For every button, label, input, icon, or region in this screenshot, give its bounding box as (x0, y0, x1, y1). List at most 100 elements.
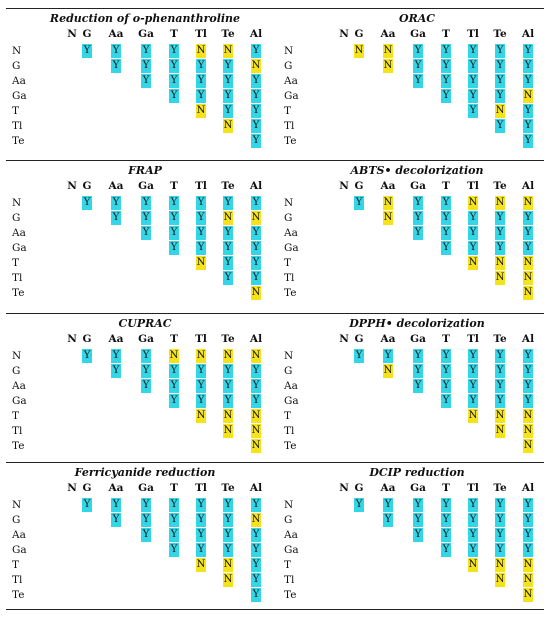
column-header: Te (221, 28, 235, 40)
row-label: Ga (12, 395, 27, 407)
row-label: Aa (284, 380, 298, 392)
cell-no: N (251, 513, 261, 527)
cell-yes: Y (251, 196, 261, 210)
cell-yes: Y (523, 134, 533, 148)
cell-no: N (223, 409, 233, 423)
column-header: Al (249, 482, 263, 494)
row-label: Tl (12, 272, 23, 284)
cell-yes: Y (441, 513, 451, 527)
cell-no: N (196, 349, 206, 363)
cell-yes: Y (223, 104, 233, 118)
cell-yes: Y (468, 44, 478, 58)
cell-no: N (251, 349, 261, 363)
row-label: Te (12, 589, 25, 601)
panel-title: DPPH• decolorization (349, 317, 485, 330)
cell-yes: Y (468, 241, 478, 255)
cell-yes: Y (523, 104, 533, 118)
row-label: T (284, 559, 292, 571)
cell-yes: Y (169, 513, 179, 527)
cell-yes: Y (196, 394, 206, 408)
cell-yes: Y (441, 74, 451, 88)
cell-yes: Y (523, 59, 533, 73)
cell-yes: Y (523, 528, 533, 542)
column-header: G (82, 482, 92, 494)
cell-yes: Y (196, 59, 206, 73)
row-label: G (284, 514, 293, 526)
cell-yes: Y (354, 196, 364, 210)
column-header: Ga (410, 333, 426, 345)
cell-yes: Y (441, 211, 451, 225)
cell-yes: Y (523, 211, 533, 225)
cell-no: N (495, 196, 505, 210)
cell-yes: Y (251, 226, 261, 240)
cell-yes: Y (495, 59, 505, 73)
row-label: Te (12, 440, 25, 452)
cell-yes: Y (223, 271, 233, 285)
cell-yes: Y (169, 498, 179, 512)
cell-yes: Y (495, 211, 505, 225)
column-header: Ga (410, 28, 426, 40)
cell-yes: Y (169, 543, 179, 557)
cell-yes: Y (413, 44, 423, 58)
cell-yes: Y (441, 379, 451, 393)
cell-no: N (468, 196, 478, 210)
column-header: Aa (108, 482, 124, 494)
cell-no: N (354, 44, 364, 58)
row-label: Aa (284, 227, 298, 239)
cell-yes: Y (82, 44, 92, 58)
column-header: T (442, 482, 450, 494)
cell-yes: Y (82, 196, 92, 210)
column-header: Tl (467, 28, 479, 40)
cell-yes: Y (141, 196, 151, 210)
column-header: T (170, 180, 178, 192)
panel-title: CUPRAC (118, 317, 172, 330)
column-header: Te (221, 482, 235, 494)
cell-no: N (495, 409, 505, 423)
cell-yes: Y (251, 588, 261, 602)
table-rule (6, 609, 544, 610)
column-header: N (67, 180, 77, 192)
cell-yes: Y (251, 498, 261, 512)
column-header: N (339, 28, 349, 40)
row-label: G (284, 365, 293, 377)
cell-yes: Y (82, 498, 92, 512)
cell-yes: Y (223, 379, 233, 393)
row-label: Te (12, 287, 25, 299)
panel-4: CUPRAC N G Aa Ga T Tl Te Al N Y Y Y N N N N G Y Y Y Y Y Y Aa Y Y Y Y… (6, 313, 272, 463)
column-header: Tl (195, 482, 207, 494)
row-label: N (12, 197, 22, 209)
row-label: Aa (12, 380, 26, 392)
cell-yes: Y (383, 498, 393, 512)
cell-yes: Y (169, 59, 179, 73)
cell-no: N (495, 424, 505, 438)
cell-yes: Y (223, 364, 233, 378)
column-header: Aa (108, 28, 124, 40)
cell-yes: Y (111, 349, 121, 363)
cell-yes: Y (82, 349, 92, 363)
cell-yes: Y (196, 543, 206, 557)
row-label: Ga (284, 544, 299, 556)
column-header: Tl (195, 180, 207, 192)
row-label: G (284, 212, 293, 224)
cell-yes: Y (495, 543, 505, 557)
cell-no: N (383, 44, 393, 58)
column-header: Al (249, 28, 263, 40)
row-label: G (284, 60, 293, 72)
column-header: Ga (138, 180, 154, 192)
row-label: G (12, 514, 21, 526)
panel-0: Reduction of o-phenanthroline N G Aa Ga T Tl Te… (6, 8, 272, 158)
cell-no: N (251, 409, 261, 423)
cell-no: N (251, 424, 261, 438)
table-rule (6, 160, 544, 161)
cell-yes: Y (196, 513, 206, 527)
cell-yes: Y (468, 379, 478, 393)
cell-yes: Y (169, 364, 179, 378)
row-label: T (12, 105, 20, 117)
row-label: Tl (12, 425, 23, 437)
cell-yes: Y (111, 211, 121, 225)
cell-yes: Y (468, 89, 478, 103)
cell-yes: Y (468, 364, 478, 378)
cell-no: N (223, 349, 233, 363)
cell-yes: Y (223, 543, 233, 557)
column-header: Tl (195, 333, 207, 345)
